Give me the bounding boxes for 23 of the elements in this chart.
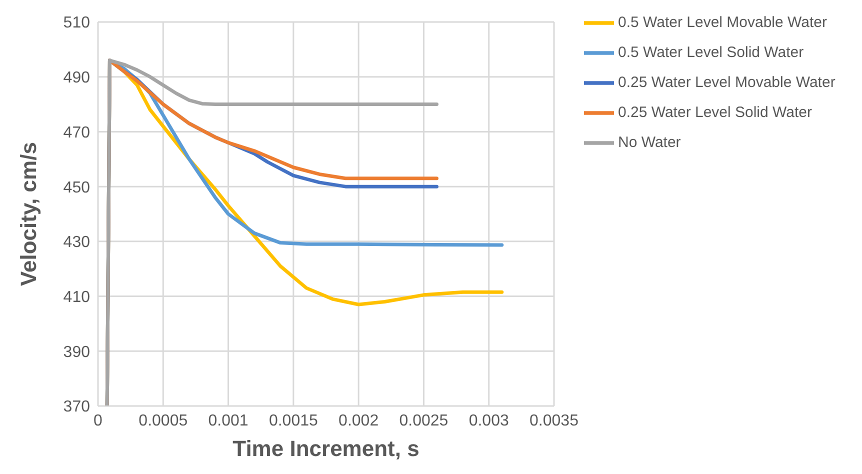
x-tick-label: 0.002 <box>338 412 379 430</box>
x-axis-title: Time Increment, s <box>232 436 420 461</box>
legend-label: No Water <box>618 134 681 151</box>
legend-label: 0.5 Water Level Movable Water <box>618 14 827 31</box>
y-tick-label: 410 <box>63 288 90 306</box>
legend-label: 0.5 Water Level Solid Water <box>618 44 804 61</box>
x-tick-label: 0.0025 <box>399 412 448 430</box>
x-tick-label: 0.003 <box>468 412 509 430</box>
y-tick-label: 390 <box>63 344 90 361</box>
y-tick-label: 490 <box>63 70 90 87</box>
x-tick-label: 0.0015 <box>268 412 318 430</box>
y-tick-label: 430 <box>63 234 90 252</box>
y-tick-label: 370 <box>63 398 90 416</box>
y-tick-label: 470 <box>63 124 90 142</box>
legend-label: 0.25 Water Level Solid Water <box>618 104 812 121</box>
x-tick-label: 0.0035 <box>530 412 579 430</box>
legend-label: 0.25 Water Level Movable Water <box>618 74 836 91</box>
x-tick-label: 0 <box>94 412 103 430</box>
x-tick-label: 0.001 <box>208 412 248 430</box>
y-tick-label: 510 <box>63 14 90 32</box>
x-tick-label: 0.0005 <box>138 412 188 430</box>
y-tick-label: 450 <box>63 179 90 196</box>
y-axis-title: Velocity, cm/s <box>16 142 41 286</box>
